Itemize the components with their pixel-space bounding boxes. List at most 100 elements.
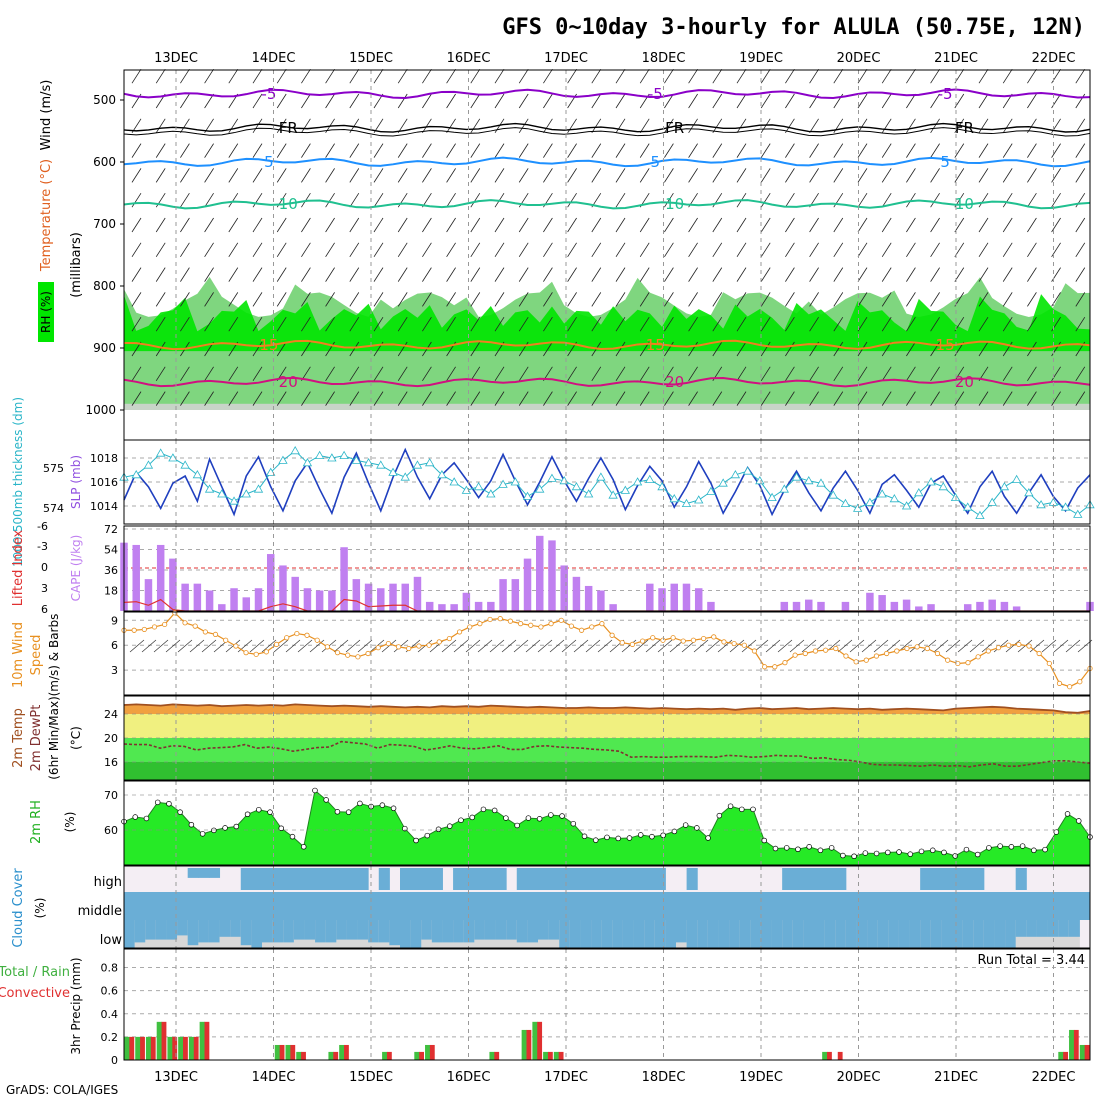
cape-bar [401,583,409,611]
wind-barb [945,639,961,653]
axis-label: Temperature (°C) [39,159,54,272]
wind-barb [252,143,263,158]
cloud-low-bar [739,920,751,948]
wind-barb [645,639,661,653]
wind-barb [591,316,602,332]
wind-barb [760,118,771,134]
data-point [896,849,902,855]
wind-barb [857,391,868,406]
wind-barb [325,292,335,307]
wind-barb [833,168,844,183]
wind-barb [639,267,650,282]
cape-bar [315,590,324,611]
cloud-high-bar [601,868,613,890]
panel-frame [123,525,1091,612]
data-point [924,645,930,652]
wind-barb [494,391,505,406]
wind-barb [349,242,360,258]
wind-barb [621,639,637,653]
data-point [522,491,533,500]
wind-barb [833,391,844,406]
data-point [620,485,631,494]
cloud-low-bar [516,920,528,943]
wind-barb [1029,639,1045,653]
data-point [376,460,386,469]
wind-barb [237,639,253,653]
wind-barb [809,316,819,332]
wind-barb [954,168,965,183]
cape-bar [548,540,556,611]
cape-bar [866,592,874,611]
wind-barb [397,366,408,382]
precip-conv-bar [547,1051,553,1060]
cape-bar [438,604,446,611]
data-point [761,837,768,844]
data-point [670,635,676,641]
cloud-high-bar [792,868,804,890]
cape-bar [1000,601,1009,611]
wind-barb [252,217,263,233]
wind-barb [228,217,239,233]
wind-barb [1065,639,1081,653]
data-point [792,652,798,658]
wind-barb [252,292,263,307]
wind-barb [930,192,940,208]
data-point [705,835,711,841]
precip-conv-bar [1073,1029,1079,1060]
data-point [568,623,575,629]
cape-bar [584,585,593,611]
data-point [456,629,463,635]
cloud-low-bar [983,920,995,948]
axis-label: 10m Wind [11,622,26,688]
axis-label: 3hr Precip (mm) [69,957,83,1054]
wind-barb [131,192,142,208]
temperature-contour [123,127,1091,137]
wind-barb [615,93,626,109]
cloud-low-bar [803,920,815,948]
wind-barb [1075,242,1086,258]
y-tick-label: 600 [93,155,116,169]
wind-barb [954,366,965,382]
wind-barb [657,639,673,653]
precip-conv-bar [172,1036,178,1060]
date-label-bottom: 21DEC [934,1070,978,1085]
date-label-top: 17DEC [544,51,588,66]
data-point [477,621,483,627]
wind-barb [1002,192,1013,208]
wind-barb [639,168,650,183]
wind-barb [760,168,771,183]
data-point [914,644,920,650]
wind-barb [906,341,916,357]
wind-barb [1002,391,1013,406]
wind-barb [760,366,771,382]
wind-barb [349,267,360,282]
wind-barb [309,639,325,653]
wind-barb [785,168,795,183]
wind-barb [1002,242,1013,258]
precip-conv-bar [140,1036,145,1060]
wind-barb [760,93,771,109]
wind-barb [639,217,650,233]
wind-barb [664,168,674,183]
wind-barb [688,217,698,233]
cloud-low-bar [145,920,157,940]
data-point [645,474,655,483]
date-label-top: 16DEC [447,51,491,66]
wind-barb [470,267,481,282]
data-point [1077,679,1083,685]
y-tick-label-right: 54 [104,544,118,557]
wind-barb [785,143,795,158]
wind-barb [857,292,868,307]
wind-barb [857,217,868,233]
wind-barb [809,391,819,406]
wind-barb [446,143,456,158]
precip-total-bar [543,1051,549,1060]
data-point [314,450,325,459]
wind-barb [180,292,190,307]
data-point [375,645,381,651]
precip-conv-bar [494,1051,500,1060]
cloud-high-bar [484,868,497,890]
wind-barb [688,316,698,332]
cloud-low-bar [707,920,719,948]
data-point [253,484,264,493]
